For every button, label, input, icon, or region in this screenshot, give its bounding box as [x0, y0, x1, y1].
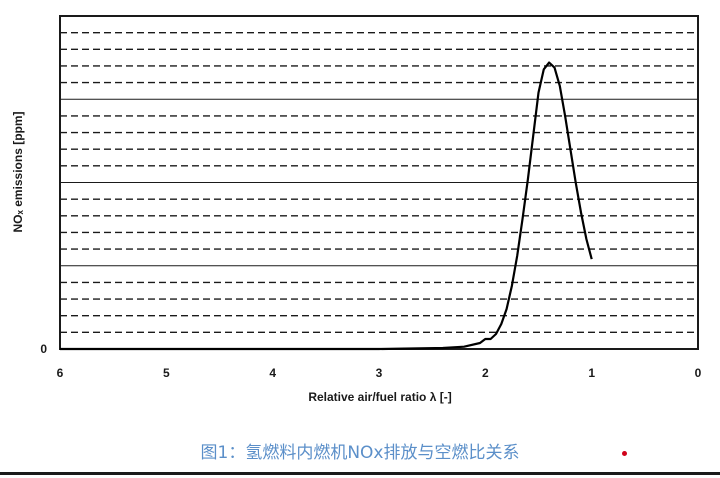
series-group — [60, 61, 593, 351]
x-axis-label: Relative air/fuel ratio λ [-] — [308, 390, 451, 404]
x-tick-label: 5 — [163, 366, 170, 380]
x-tick-label: 6 — [57, 366, 64, 380]
x-tick-label: 0 — [695, 366, 702, 380]
grid — [60, 31, 698, 334]
x-tick-label: 4 — [269, 366, 276, 380]
bottom-divider — [0, 472, 720, 475]
red-dot — [622, 451, 627, 456]
x-tick-label: 1 — [588, 366, 595, 380]
y-tick-labels: 0 — [40, 342, 47, 356]
series-line-0 — [60, 61, 593, 351]
x-tick-labels: 6 5 4 3 2 1 0 — [57, 366, 702, 380]
figure-caption: 图1：氢燃料内燃机NOx排放与空燃比关系 — [200, 443, 520, 463]
x-tick-label: 3 — [376, 366, 383, 380]
x-tick-label: 2 — [482, 366, 489, 380]
y-axis-label: NOₓ emissions [ppm] — [11, 111, 25, 232]
y-tick-label: 0 — [40, 342, 47, 356]
